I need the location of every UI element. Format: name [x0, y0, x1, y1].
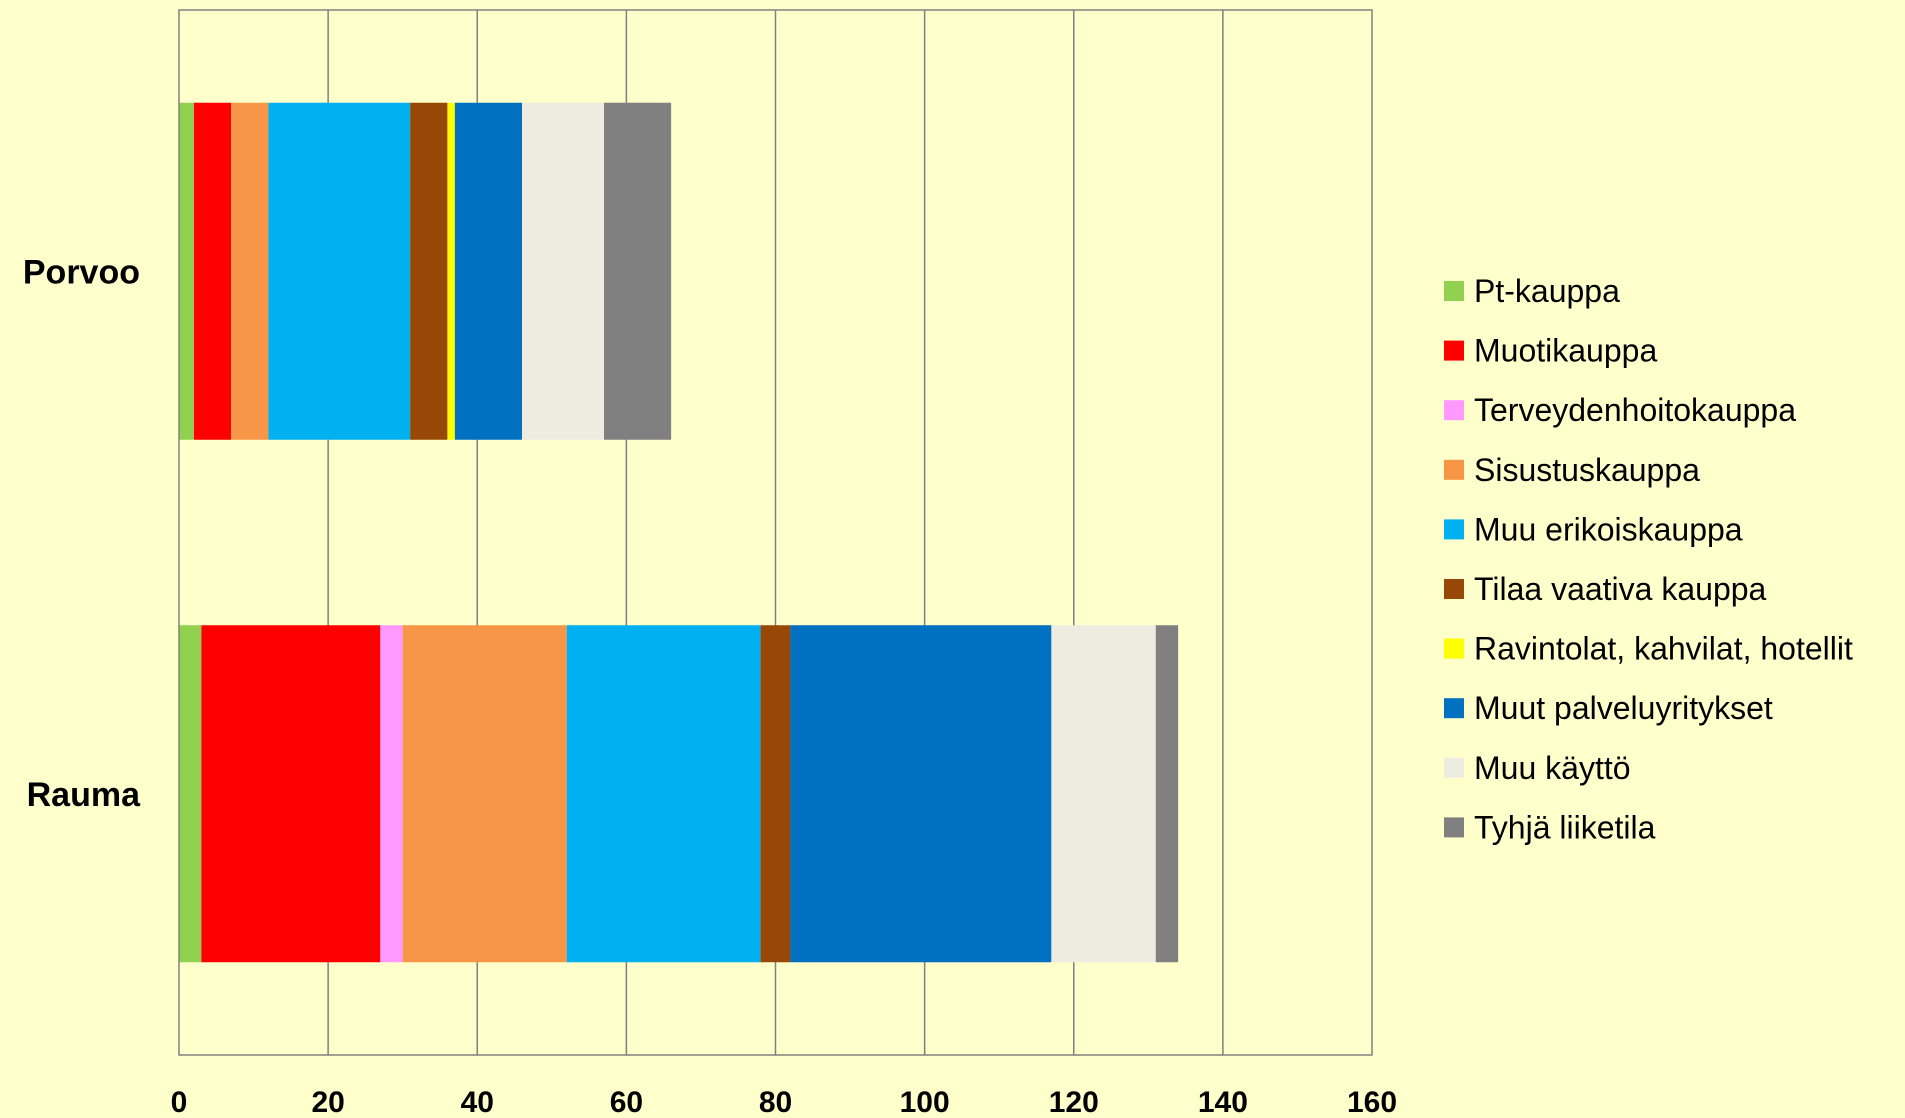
bar-segment	[604, 102, 672, 440]
bar-segment	[566, 625, 761, 963]
bar-segment	[231, 102, 269, 440]
legend-swatch	[1444, 281, 1464, 301]
x-tick-label: 160	[1347, 1086, 1397, 1118]
plot-frame	[178, 9, 1373, 1056]
bar-segment	[193, 102, 232, 440]
bar-segment	[790, 625, 1052, 963]
legend-swatch	[1444, 638, 1464, 659]
legend: Pt-kauppa Muotikauppa Terveydenhoitokauppa…	[1444, 273, 1853, 845]
legend-swatch	[1444, 400, 1464, 421]
legend-label: Pt-kauppa	[1474, 273, 1620, 309]
bar-segment	[402, 625, 567, 963]
legend-label: Muu erikoiskauppa	[1474, 511, 1743, 547]
legend-label: Tyhjä liiketila	[1474, 809, 1656, 845]
x-tick-label: 20	[311, 1086, 344, 1118]
bar-segment	[760, 625, 791, 963]
category-label: Rauma	[27, 776, 141, 814]
bar-segment	[521, 102, 605, 440]
value-axis: 0 20 40 60 80 100 120 140 160	[171, 1086, 1397, 1118]
x-tick-label: 120	[1049, 1086, 1099, 1118]
x-tick-label: 80	[759, 1086, 792, 1118]
x-tick-label: 60	[610, 1086, 643, 1118]
bar-segment	[380, 625, 403, 963]
x-tick-label: 40	[461, 1086, 494, 1118]
legend-swatch	[1444, 459, 1464, 480]
legend-label: Muotikauppa	[1474, 333, 1657, 369]
bar-segment	[268, 102, 411, 440]
x-tick-label: 0	[171, 1086, 188, 1118]
legend-swatch	[1444, 519, 1464, 540]
legend-label: Ravintolat, kahvilat, hotellit	[1474, 631, 1853, 667]
bar-segment	[410, 102, 448, 440]
legend-swatch	[1444, 579, 1464, 599]
category-axis: Porvoo Rauma	[23, 253, 141, 814]
legend-label: Muu käyttö	[1474, 750, 1631, 786]
category-label: Porvoo	[23, 253, 140, 291]
bar-segment	[1051, 625, 1156, 963]
bar-segment	[447, 102, 455, 440]
bar-segment	[1155, 625, 1179, 963]
x-tick-label: 100	[900, 1086, 950, 1118]
legend-swatch	[1444, 817, 1464, 838]
legend-swatch	[1444, 757, 1464, 778]
bar-segment	[454, 102, 522, 440]
legend-swatch	[1444, 340, 1464, 361]
legend-label: Muut palveluyritykset	[1474, 690, 1773, 726]
x-tick-label: 140	[1198, 1086, 1248, 1118]
legend-label: Sisustuskauppa	[1474, 452, 1700, 488]
bar-segment	[201, 625, 381, 963]
legend-label: Tilaa vaativa kauppa	[1474, 571, 1767, 607]
legend-swatch	[1444, 698, 1464, 719]
bars	[179, 102, 1179, 963]
plot-border	[178, 9, 1373, 1056]
bar-segment	[179, 102, 194, 440]
bar-segment	[179, 625, 202, 963]
legend-label: Terveydenhoitokauppa	[1474, 392, 1796, 428]
